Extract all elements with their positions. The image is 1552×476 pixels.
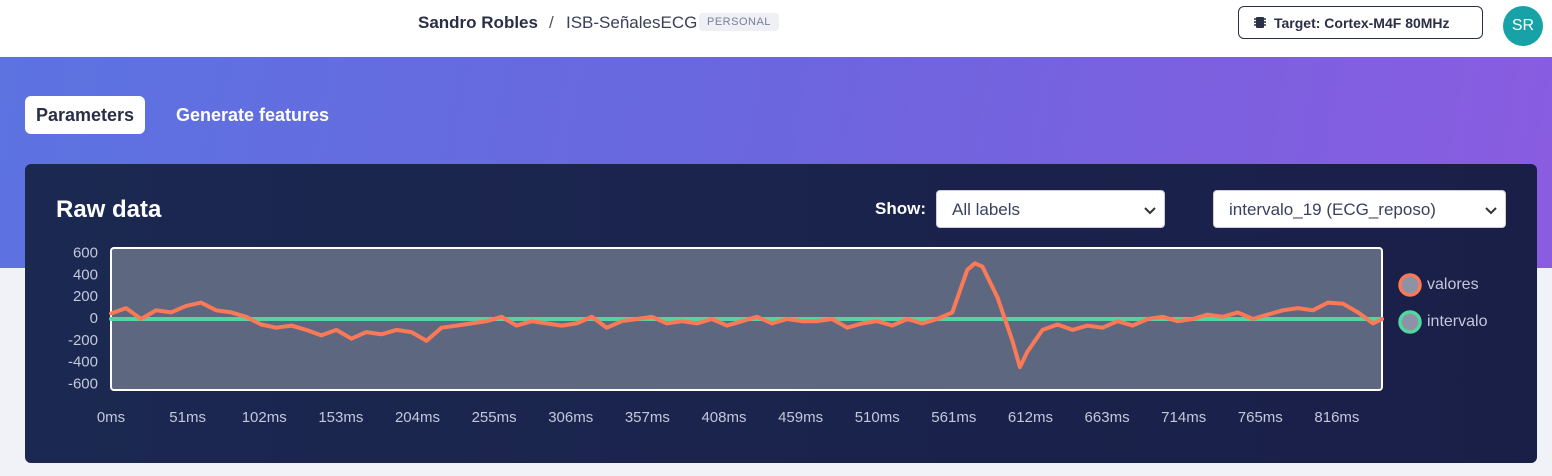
y-tick-label: 0 bbox=[90, 310, 98, 327]
y-tick-label: 600 bbox=[73, 244, 98, 261]
x-tick-label: 357ms bbox=[625, 409, 670, 426]
select-value: intervalo_19 (ECG_reposo) bbox=[1229, 200, 1436, 219]
x-tick-label: 561ms bbox=[931, 409, 976, 426]
x-tick-label: 153ms bbox=[318, 409, 363, 426]
x-tick-label: 102ms bbox=[242, 409, 287, 426]
x-tick-label: 816ms bbox=[1314, 409, 1359, 426]
series-line bbox=[109, 261, 1384, 370]
badge: PERSONAL bbox=[699, 13, 779, 31]
x-tick-label: 612ms bbox=[1008, 409, 1053, 426]
y-tick-label: -200 bbox=[68, 332, 98, 349]
x-tick-label: 408ms bbox=[701, 409, 746, 426]
x-tick-label: 306ms bbox=[548, 409, 593, 426]
breadcrumb-separator: / bbox=[549, 13, 554, 32]
x-tick-label: 51ms bbox=[169, 409, 206, 426]
avatar[interactable]: SR bbox=[1503, 6, 1543, 46]
x-tick-label: 663ms bbox=[1085, 409, 1130, 426]
x-tick-label: 510ms bbox=[855, 409, 900, 426]
chip-icon bbox=[1254, 17, 1266, 28]
label-select[interactable]: All labels bbox=[936, 190, 1165, 228]
x-tick-label: 204ms bbox=[395, 409, 440, 426]
user-name[interactable]: Sandro Robles bbox=[418, 13, 538, 32]
sample-select[interactable]: intervalo_19 (ECG_reposo) bbox=[1213, 190, 1506, 228]
chevron bbox=[1485, 207, 1497, 215]
y-tick-label: 200 bbox=[73, 288, 98, 305]
project-name[interactable]: ISB-SeñalesECG bbox=[566, 13, 698, 32]
y-tick-label: -400 bbox=[68, 354, 98, 371]
x-tick-label: 714ms bbox=[1161, 409, 1206, 426]
tab[interactable]: Generate features bbox=[176, 105, 330, 125]
legend-label: intervalo bbox=[1427, 313, 1488, 330]
legend-marker bbox=[1398, 273, 1422, 297]
select-value: All labels bbox=[952, 200, 1021, 219]
chevron bbox=[1144, 207, 1156, 215]
target-label: Target: Cortex-M4F 80MHz bbox=[1274, 15, 1450, 31]
legend-label: valores bbox=[1427, 276, 1479, 293]
x-tick-label: 255ms bbox=[472, 409, 517, 426]
y-tick-label: -600 bbox=[68, 376, 98, 393]
legend-marker bbox=[1398, 310, 1422, 334]
x-tick-label: 0ms bbox=[97, 409, 125, 426]
tab[interactable]: Parameters bbox=[25, 96, 146, 134]
x-tick-label: 765ms bbox=[1238, 409, 1283, 426]
target-button[interactable]: Target: Cortex-M4F 80MHz bbox=[1238, 6, 1483, 39]
y-tick-label: 400 bbox=[73, 266, 98, 283]
card-title: Raw data bbox=[56, 196, 162, 223]
x-tick-label: 459ms bbox=[778, 409, 823, 426]
show-label: Show: bbox=[875, 199, 926, 218]
